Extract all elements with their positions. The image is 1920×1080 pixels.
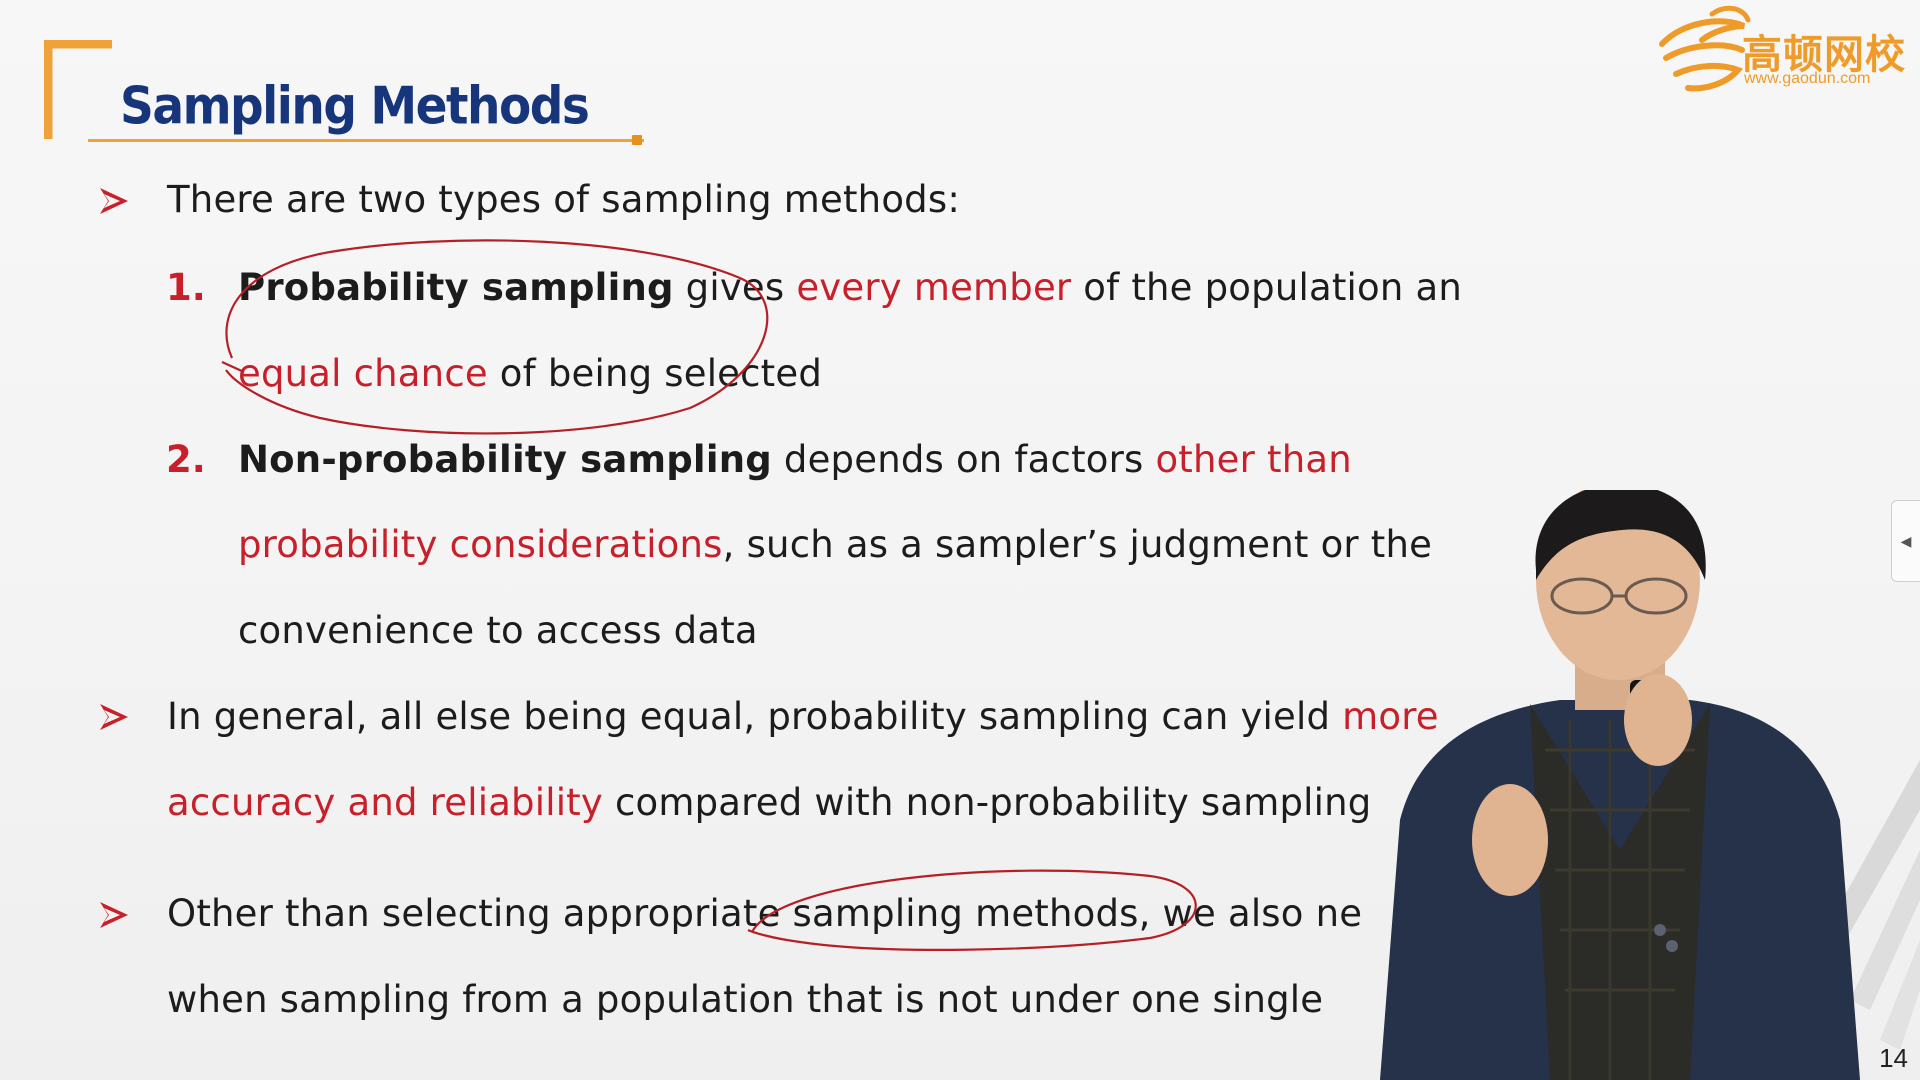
item-1-text-tail: of the population an bbox=[1071, 266, 1462, 309]
item-1-line-2-text: of being selected bbox=[487, 352, 823, 395]
bullet-general-line-2: accuracy and reliability compared with n… bbox=[167, 781, 1371, 824]
logo-name: 高顿网校 bbox=[1742, 32, 1906, 78]
highlight-more: more bbox=[1342, 695, 1439, 738]
title-underline-dot bbox=[632, 135, 642, 145]
item-2-text: depends on factors bbox=[771, 438, 1156, 481]
collapse-panel-tab[interactable]: ◀ bbox=[1891, 500, 1920, 582]
highlight-probability-considerations: probability considerations bbox=[238, 523, 723, 566]
arrow-bullet-icon bbox=[100, 188, 128, 214]
bullet-general-text: In general, all else being equal, probab… bbox=[167, 695, 1343, 738]
arrow-bullet-icon bbox=[100, 704, 128, 730]
term-non-probability-sampling: Non-probability sampling bbox=[238, 438, 772, 481]
highlight-accuracy-reliability: accuracy and reliability bbox=[167, 781, 603, 824]
bullet-general-line-2-text: compared with non-probability sampling bbox=[603, 781, 1372, 824]
item-2-line-3: convenience to access data bbox=[238, 609, 758, 652]
item-number-2: 2. bbox=[166, 438, 206, 481]
term-probability-sampling: Probability sampling bbox=[238, 266, 674, 309]
presenter-video-overlay bbox=[1380, 490, 1860, 1080]
title-bracket-decoration bbox=[44, 40, 112, 139]
item-2-line-1: Non-probability sampling depends on fact… bbox=[238, 438, 1352, 481]
bullet-other-line-1: Other than selecting appropriate samplin… bbox=[167, 892, 1363, 935]
bullet-intro-text: There are two types of sampling methods: bbox=[167, 178, 960, 221]
bullet-general-line-1: In general, all else being equal, probab… bbox=[167, 695, 1439, 738]
item-1-line-1: Probability sampling gives every member … bbox=[238, 266, 1462, 309]
slide-page-number: 14 bbox=[1879, 1043, 1908, 1073]
item-2-line-2: probability considerations, such as a sa… bbox=[238, 523, 1432, 566]
gaodun-logo-icon bbox=[1659, 5, 1751, 92]
slide-title: Sampling Methods bbox=[120, 76, 590, 137]
item-number-1: 1. bbox=[166, 266, 206, 309]
title-underline bbox=[88, 139, 644, 142]
item-2-line-2-text: , such as a sampler’s judgment or the bbox=[722, 523, 1433, 566]
highlight-every-member: every member bbox=[796, 266, 1072, 309]
item-1-text: gives bbox=[673, 266, 797, 309]
highlight-other-than: other than bbox=[1155, 438, 1352, 481]
logo-url: www.gaodun.com bbox=[1744, 70, 1871, 87]
arrow-bullet-icon bbox=[100, 902, 128, 928]
collapse-left-arrow-icon: ◀ bbox=[1900, 532, 1912, 549]
bullet-other-line-2: when sampling from a population that is … bbox=[167, 978, 1324, 1021]
item-1-line-2: equal chance of being selected bbox=[238, 352, 822, 395]
highlight-equal-chance: equal chance bbox=[238, 352, 488, 395]
